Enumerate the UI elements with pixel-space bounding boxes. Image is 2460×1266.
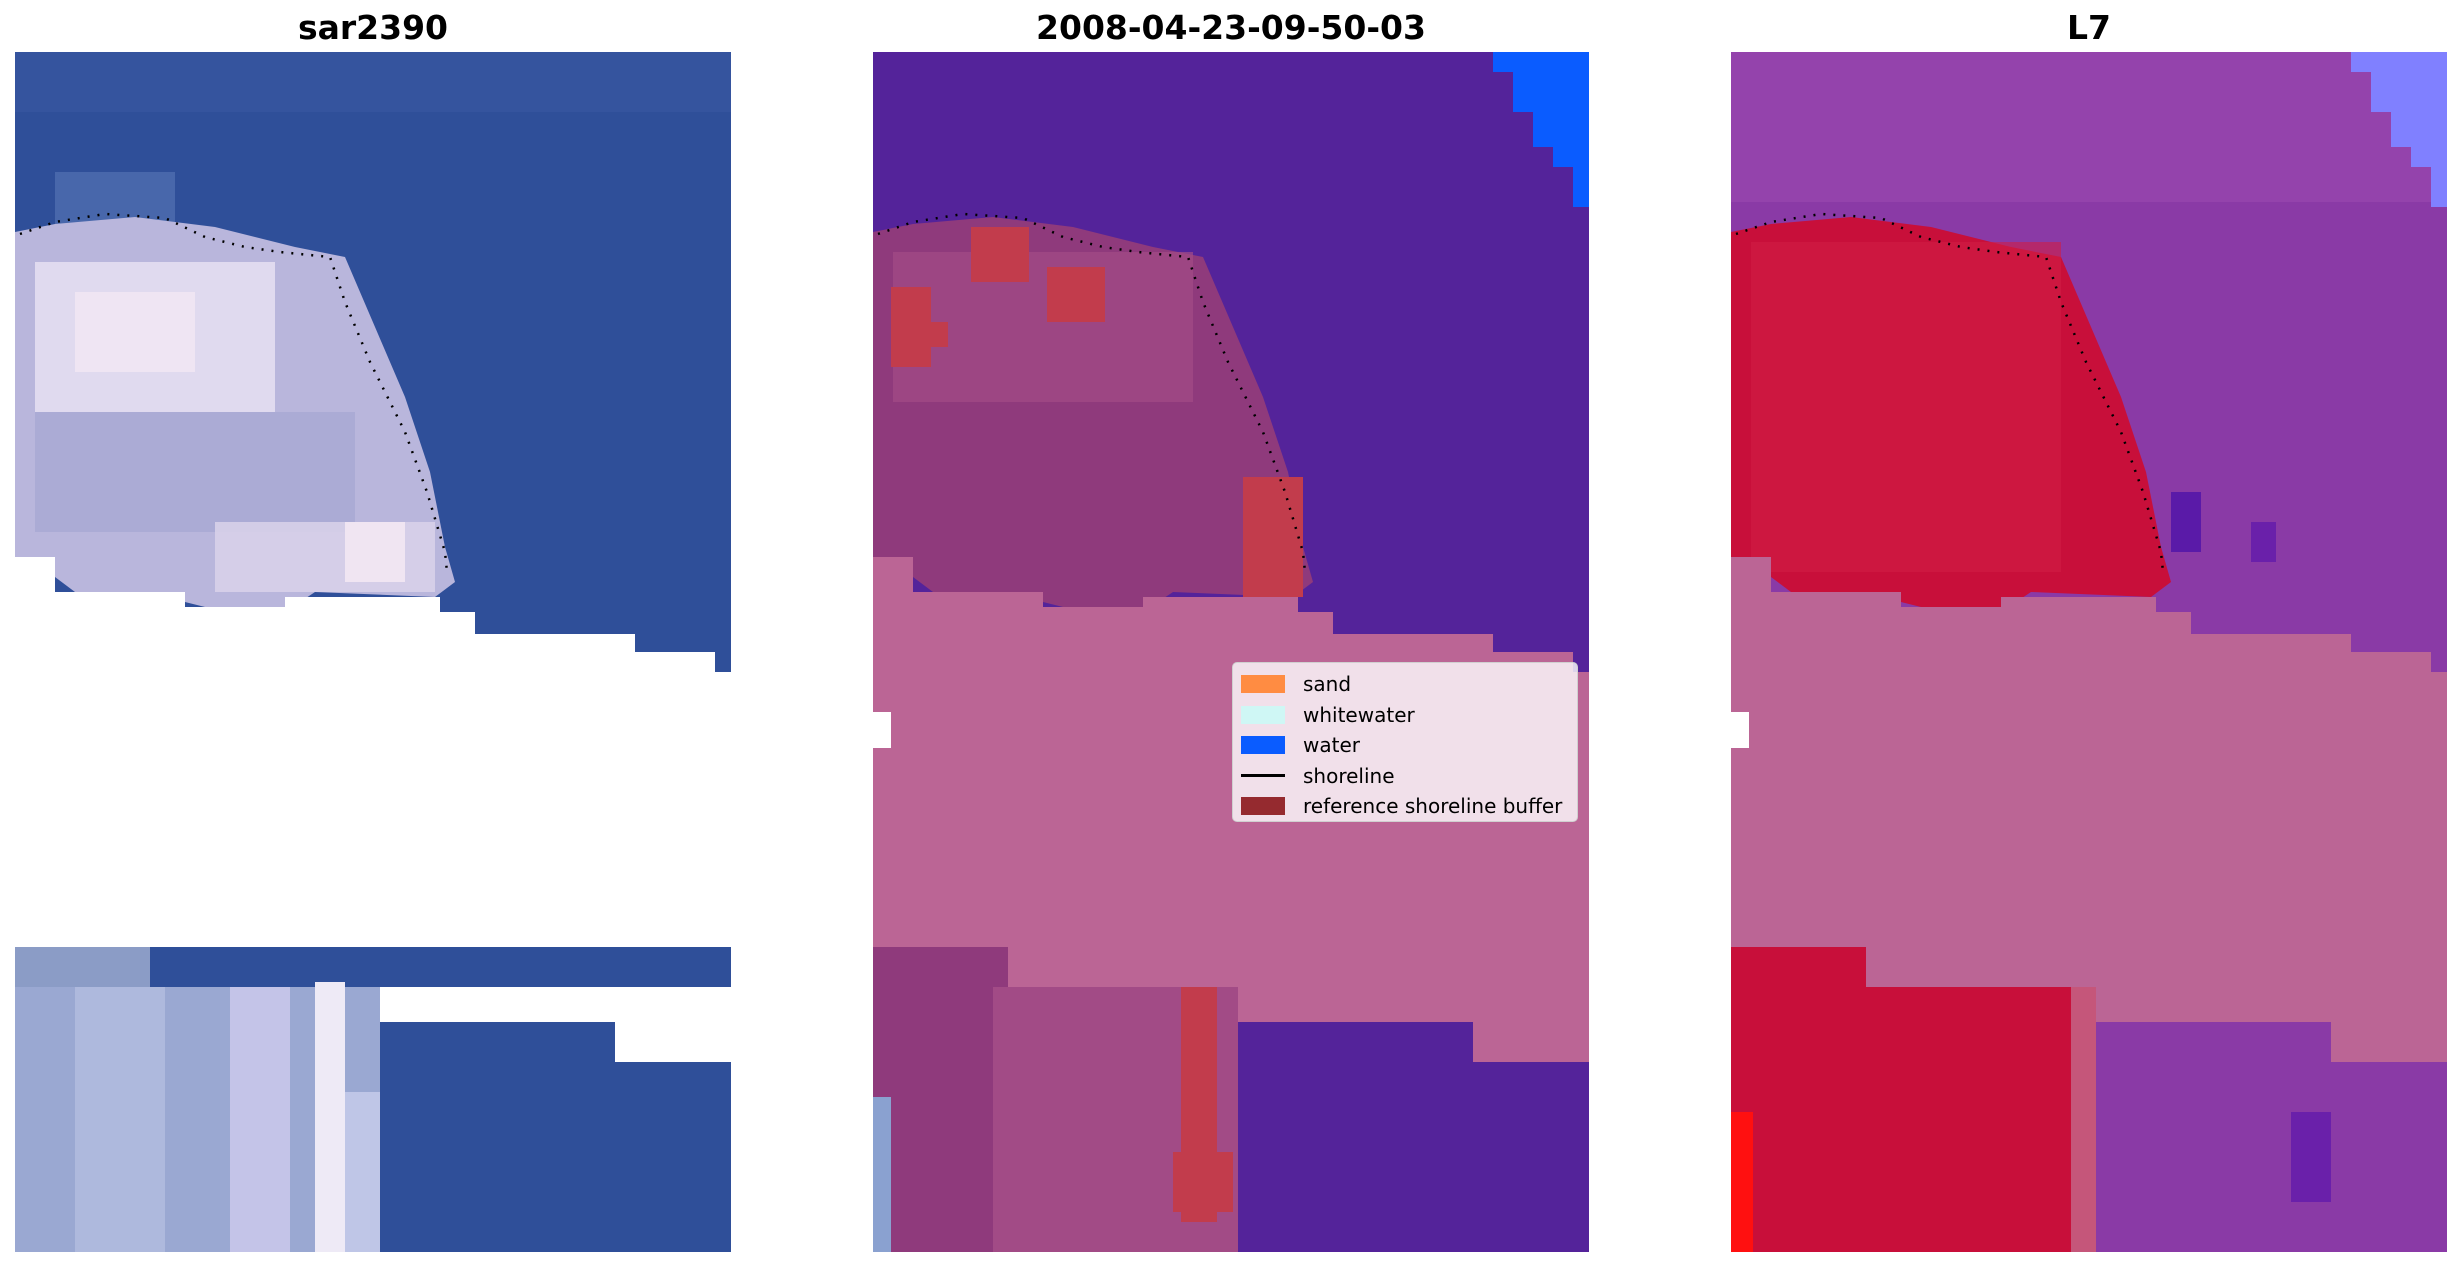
no-data-area bbox=[15, 537, 731, 947]
legend: sand whitewater water shoreline referenc… bbox=[1232, 662, 1578, 822]
panel-title-classification: 2008-04-23-09-50-03 bbox=[1036, 8, 1426, 47]
legend-label: sand bbox=[1303, 672, 1352, 697]
water-corner bbox=[1493, 52, 1589, 207]
whitewater-swatch bbox=[1241, 705, 1285, 724]
shoreline-line-swatch bbox=[1241, 774, 1285, 778]
sand-patch bbox=[971, 227, 1029, 282]
sand-patch bbox=[1243, 477, 1303, 597]
classification-panel bbox=[873, 52, 1589, 1252]
legend-label: reference shoreline buffer bbox=[1303, 794, 1563, 819]
sand-patch bbox=[1047, 267, 1105, 322]
legend-item-shoreline: shoreline bbox=[1241, 761, 1569, 792]
panel-title-ndwi: L7 bbox=[2067, 8, 2111, 47]
sand-swatch bbox=[1241, 675, 1285, 694]
legend-item-whitewater: whitewater bbox=[1241, 700, 1569, 731]
index-corner bbox=[2351, 52, 2447, 207]
legend-item-water: water bbox=[1241, 730, 1569, 761]
buffer-overlay bbox=[1731, 537, 2447, 947]
rgb-image-panel bbox=[15, 52, 731, 1252]
reference-shoreline-buffer bbox=[873, 537, 1589, 947]
legend-item-reference-shoreline-buffer: reference shoreline buffer bbox=[1241, 791, 1569, 822]
legend-item-sand: sand bbox=[1241, 669, 1569, 700]
panel-title-rgb: sar2390 bbox=[297, 8, 449, 47]
water-swatch bbox=[1241, 736, 1285, 755]
legend-label: shoreline bbox=[1303, 763, 1395, 788]
legend-label: whitewater bbox=[1303, 702, 1415, 727]
buffer-swatch bbox=[1241, 797, 1285, 816]
legend-label: water bbox=[1303, 733, 1360, 758]
ndwi-panel bbox=[1731, 52, 2447, 1252]
